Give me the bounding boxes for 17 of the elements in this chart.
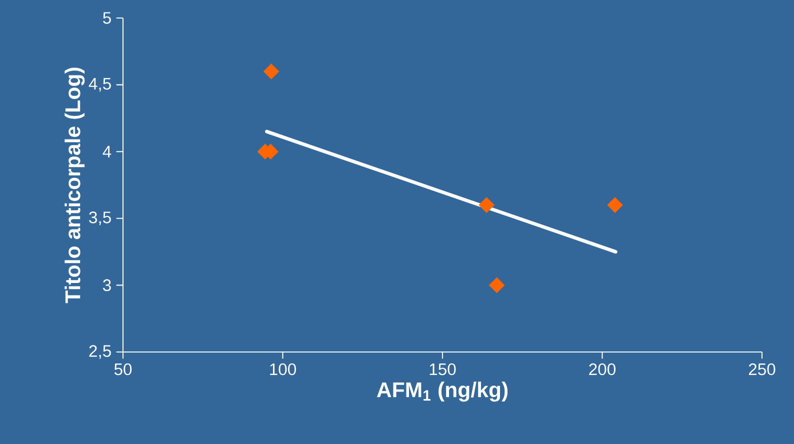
point	[263, 64, 280, 80]
x-tick-label: 50	[114, 363, 132, 376]
y-tick-label: 4,5	[88, 78, 111, 92]
x-tick-label: 200	[589, 363, 616, 376]
x-tick-label: 100	[270, 363, 296, 376]
y-axis-title: Titolo anticorpale (Log)	[64, 68, 85, 304]
point	[478, 197, 494, 213]
x-axis-title: AFM$_{1}$ (ng/kg)	[376, 382, 508, 402]
point	[607, 197, 623, 213]
y-tick-label: 2,5	[89, 345, 111, 359]
y-tick-label: 3,5	[89, 212, 111, 226]
x-tick-label: 250	[748, 363, 776, 376]
point	[489, 277, 505, 294]
x-tick-label: 150	[430, 363, 456, 376]
y-tick-label: 4	[102, 146, 112, 158]
y-tick-label: 5	[103, 12, 111, 24]
y-tick-label: 3	[102, 279, 111, 292]
